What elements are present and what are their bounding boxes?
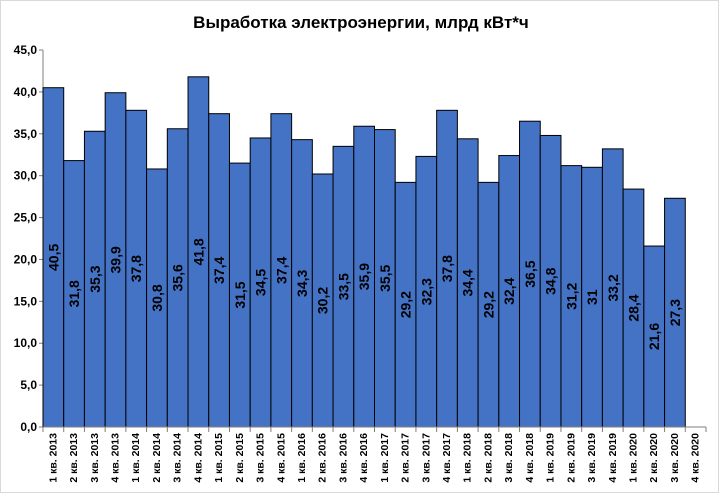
data-label: 34,3: [294, 269, 310, 296]
x-tick-label: 3 кв. 2019: [586, 433, 598, 483]
x-tick-label: 4 кв. 2019: [607, 433, 619, 483]
x-tick-label: 4 кв. 2013: [110, 433, 122, 483]
data-label: 29,2: [480, 291, 496, 318]
chart-title: Выработка электроэнергии, млрд кВт*ч: [193, 13, 529, 32]
data-label: 27,3: [667, 299, 683, 326]
x-tick-label: 3 кв. 2014: [172, 433, 184, 483]
y-tick-label: 40,0: [14, 85, 38, 99]
data-label: 31: [584, 289, 600, 305]
data-label: 36,5: [522, 260, 538, 287]
data-label: 33,5: [335, 273, 351, 300]
data-label: 34,4: [460, 269, 476, 296]
data-label: 31,2: [563, 282, 579, 309]
data-label: 29,2: [398, 291, 414, 318]
data-label: 21,6: [646, 323, 662, 350]
data-label: 35,5: [377, 264, 393, 291]
data-label: 31,5: [232, 281, 248, 308]
x-tick-label: 2 кв. 2020: [648, 433, 660, 483]
x-tick-label: 3 кв. 2017: [420, 433, 432, 483]
y-tick-label: 5,0: [20, 378, 37, 392]
x-tick-label: 4 кв. 2017: [441, 433, 453, 483]
y-tick-label: 20,0: [14, 252, 38, 266]
x-tick-label: 1 кв. 2014: [130, 433, 142, 483]
data-label: 32,4: [501, 277, 517, 304]
x-tick-label: 1 кв. 2016: [296, 433, 308, 483]
x-tick-label: 1 кв. 2020: [627, 433, 639, 483]
data-label: 32,3: [418, 278, 434, 305]
data-label: 31,8: [66, 280, 82, 307]
x-tick-label: 2 кв. 2015: [234, 433, 246, 483]
data-label: 33,2: [605, 274, 621, 301]
data-label: 40,5: [45, 244, 61, 271]
data-label: 35,3: [87, 265, 103, 292]
y-tick-label: 25,0: [14, 211, 38, 225]
data-label: 28,4: [625, 294, 641, 321]
data-label: 34,8: [543, 267, 559, 294]
x-tick-label: 3 кв. 2016: [337, 433, 349, 483]
data-label: 41,8: [190, 238, 206, 265]
x-tick-label: 3 кв. 2015: [255, 433, 267, 483]
data-label: 37,8: [439, 255, 455, 282]
data-label: 35,6: [170, 264, 186, 291]
y-tick-label: 0,0: [20, 420, 37, 434]
x-tick-label: 1 кв. 2018: [462, 433, 474, 483]
y-axis: 0,0 5,0 10,0 15,0 20,0 25,0 30,0 35,0 40,0 45,0: [14, 43, 44, 434]
x-tick-label: 2 кв. 2016: [317, 433, 329, 483]
data-label: 30,2: [315, 287, 331, 314]
x-tick-label: 3 кв. 2018: [503, 433, 515, 483]
x-tick-label: 3 кв. 2020: [669, 433, 681, 483]
data-label: 34,5: [253, 269, 269, 296]
x-tick-label: 4 кв. 2018: [524, 433, 536, 483]
x-tick-label: 4 кв. 2020: [690, 433, 702, 483]
x-tick-label: 2 кв. 2019: [565, 433, 577, 483]
x-tick-label: 4 кв. 2016: [358, 433, 370, 483]
x-tick-label: 2 кв. 2014: [151, 433, 163, 483]
data-label: 30,8: [149, 284, 165, 311]
x-axis: 1 кв. 2013 2 кв. 2013 3 кв. 2013 4 кв. 2013…: [42, 426, 707, 483]
x-tick-label: 4 кв. 2015: [275, 433, 287, 483]
data-label: 37,4: [273, 256, 289, 283]
y-tick-label: 30,0: [14, 169, 38, 183]
data-label: 35,9: [356, 263, 372, 290]
y-tick-label: 45,0: [14, 43, 38, 57]
x-tick-label: 1 кв. 2015: [213, 433, 225, 483]
data-label: 39,9: [108, 246, 124, 273]
x-tick-label: 1 кв. 2013: [47, 433, 59, 483]
x-tick-label: 2 кв. 2013: [68, 433, 80, 483]
x-tick-label: 1 кв. 2019: [545, 433, 557, 483]
x-tick-label: 4 кв. 2014: [192, 433, 204, 483]
data-labels: 40,531,835,339,9 37,830,835,641,837,431,5…: [45, 238, 683, 350]
bars: [42, 76, 686, 428]
data-label: 37,4: [211, 256, 227, 283]
data-label: 37,8: [128, 255, 144, 282]
x-tick-label: 2 кв. 2017: [400, 433, 412, 483]
x-tick-label: 2 кв. 2018: [482, 433, 494, 483]
y-tick-label: 15,0: [14, 294, 38, 308]
y-tick-label: 10,0: [14, 336, 38, 350]
x-tick-label: 1 кв. 2017: [379, 433, 391, 483]
x-tick-label: 3 кв. 2013: [89, 433, 101, 483]
y-tick-label: 35,0: [14, 127, 38, 141]
